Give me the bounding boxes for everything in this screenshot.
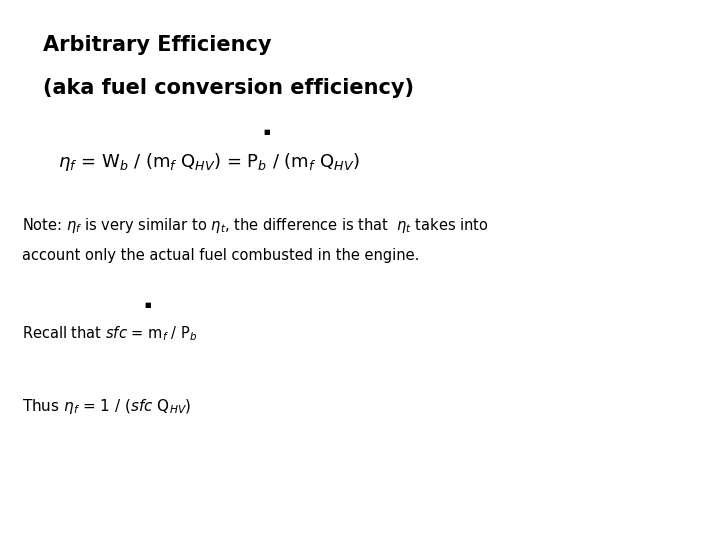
Text: $\eta$$_f$ = W$_b$ / (m$_f$ Q$_{HV}$) = P$_b$ / (m$_f$ Q$_{HV}$): $\eta$$_f$ = W$_b$ / (m$_f$ Q$_{HV}$) = … — [58, 151, 359, 173]
Text: Arbitrary Efficiency: Arbitrary Efficiency — [43, 35, 271, 55]
Text: (aka fuel conversion efficiency): (aka fuel conversion efficiency) — [43, 78, 414, 98]
Text: ■: ■ — [144, 302, 151, 308]
Text: ■: ■ — [263, 129, 270, 136]
Text: Thus $\eta$$_f$ = 1 / ($\it{sfc}$ Q$_{HV}$): Thus $\eta$$_f$ = 1 / ($\it{sfc}$ Q$_{HV… — [22, 397, 191, 416]
Text: account only the actual fuel combusted in the engine.: account only the actual fuel combusted i… — [22, 248, 419, 264]
Text: Recall that $\it{sfc}$ = m$_f$ / P$_b$: Recall that $\it{sfc}$ = m$_f$ / P$_b$ — [22, 324, 197, 343]
Text: Note: $\eta$$_f$ is very similar to $\eta$$_t$, the difference is that  $\eta$$_: Note: $\eta$$_f$ is very similar to $\et… — [22, 216, 488, 235]
